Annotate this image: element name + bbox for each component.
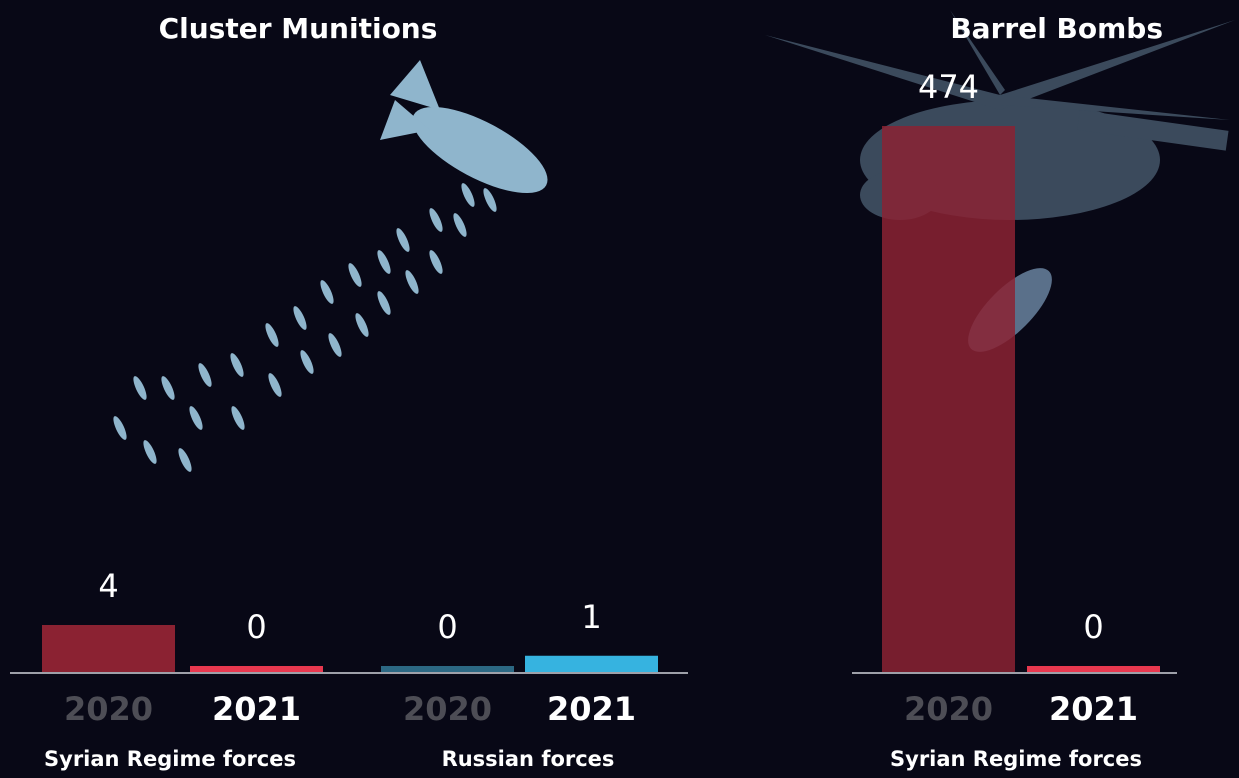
bomblet	[355, 313, 369, 337]
bar	[190, 666, 323, 672]
bomblet	[320, 280, 334, 304]
bomblet	[178, 448, 192, 472]
chart-title: Cluster Munitions	[159, 12, 438, 45]
x-tick-label: 2021	[547, 690, 636, 728]
bomblet	[293, 306, 307, 330]
value-label: 474	[918, 68, 979, 106]
bar	[525, 655, 658, 672]
value-label: 0	[1083, 608, 1103, 646]
bomblet	[265, 323, 279, 347]
group-label: Syrian Regime forces	[890, 747, 1142, 771]
bomblet	[461, 183, 475, 207]
bomblets	[113, 183, 497, 472]
bomblet	[133, 376, 147, 400]
group-label: Russian forces	[442, 747, 615, 771]
group-label: Syrian Regime forces	[44, 747, 296, 771]
bomblet	[328, 333, 342, 357]
bomblet	[429, 250, 443, 274]
bomblet	[429, 208, 443, 232]
bomblet	[161, 376, 175, 400]
bomblet	[396, 228, 410, 252]
bomblet	[348, 263, 362, 287]
value-label: 0	[246, 608, 266, 646]
bar	[381, 666, 514, 672]
x-tick-label: 2021	[1049, 690, 1138, 728]
bomblet	[143, 440, 157, 464]
cluster-bomb	[380, 60, 548, 194]
bar	[42, 625, 175, 672]
bomblet	[189, 406, 203, 430]
bar	[882, 126, 1015, 672]
value-label: 1	[581, 598, 601, 636]
bomblet	[405, 270, 419, 294]
x-tick-label: 2020	[64, 690, 153, 728]
chart-title: Barrel Bombs	[950, 12, 1163, 45]
x-tick-label: 2020	[904, 690, 993, 728]
bomblet	[268, 373, 282, 397]
x-tick-label: 2021	[212, 690, 301, 728]
bomblet	[377, 291, 391, 315]
bomblet	[483, 188, 497, 212]
x-tick-label: 2020	[403, 690, 492, 728]
bomblet	[198, 363, 212, 387]
bomblet	[113, 416, 127, 440]
bomblet	[300, 350, 314, 374]
bomblet	[231, 406, 245, 430]
bomblet	[377, 250, 391, 274]
bomblet	[230, 353, 244, 377]
value-label: 4	[98, 567, 118, 605]
bomblet	[453, 213, 467, 237]
value-label: 0	[437, 608, 457, 646]
bar	[1027, 666, 1160, 672]
